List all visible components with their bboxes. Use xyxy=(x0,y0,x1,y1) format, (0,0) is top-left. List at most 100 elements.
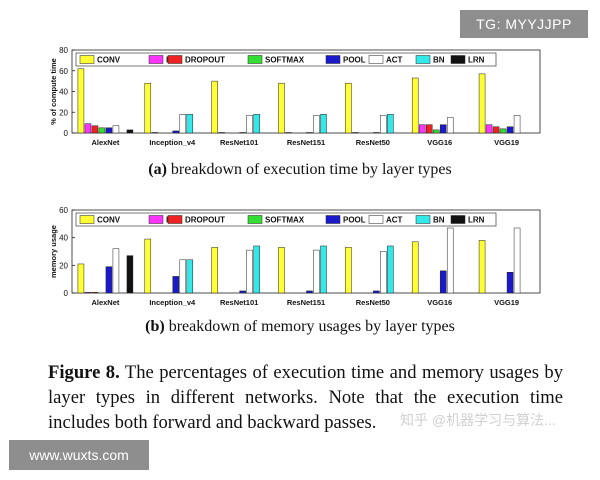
legend-swatch-softmax xyxy=(247,55,263,64)
bar-pool xyxy=(373,290,380,294)
bar-softmax xyxy=(432,129,440,134)
bar-pool xyxy=(506,272,514,294)
chart-a-caption: (a) breakdown of execution time by layer… xyxy=(0,161,600,179)
bar-softmax xyxy=(98,127,106,134)
legend-swatch-bn xyxy=(415,215,431,224)
bar-bn xyxy=(186,259,194,294)
y-tick-label: 20 xyxy=(59,261,68,270)
legend-swatch-conv xyxy=(79,55,95,64)
bar-conv xyxy=(77,263,85,294)
x-category-label: AlexNet xyxy=(91,138,119,147)
bar-bn xyxy=(253,114,260,134)
bar-pool xyxy=(172,130,180,134)
x-category-label: ResNet151 xyxy=(287,298,325,307)
bar-fc xyxy=(84,292,92,294)
bar-pool xyxy=(439,124,447,134)
bar-bn xyxy=(320,114,327,134)
legend-label-lrn: LRN xyxy=(468,216,485,225)
legend-label-dropout: DROPOUT xyxy=(185,216,225,225)
bar-fc xyxy=(151,132,159,134)
bar-softmax xyxy=(499,128,507,134)
bar-act xyxy=(313,115,320,134)
bar-conv xyxy=(411,241,419,294)
bar-conv xyxy=(77,68,85,134)
bar-act xyxy=(380,115,387,134)
y-tick-label: 40 xyxy=(59,88,68,97)
x-category-label: AlexNet xyxy=(91,298,119,307)
bar-conv xyxy=(211,247,218,294)
legend-swatch-pool xyxy=(325,55,341,64)
bar-bn xyxy=(387,114,394,134)
compute-time-chart: 0 20 40 60 80% of compute time AlexNet Incepti… xyxy=(49,46,541,147)
memory-usage-chart: 0 20 40 60 memory usage AlexNet Inception_v4 Re… xyxy=(49,206,541,307)
legend-swatch-act xyxy=(368,215,384,224)
bar-pool xyxy=(306,290,313,294)
figure-caption: Figure 8. The percentages of execution t… xyxy=(48,360,563,435)
bar-pool xyxy=(439,270,447,294)
legend: CONVFCDROPOUTSOFTMAXPOOLACTBNLRN xyxy=(75,212,497,227)
legend-swatch-softmax xyxy=(247,215,263,224)
bar-lrn xyxy=(126,255,134,294)
chart-b-caption: (b) breakdown of memory usages by layer … xyxy=(0,318,600,336)
figure-caption-text: The percentages of execution time and me… xyxy=(48,362,563,433)
legend-label-act: ACT xyxy=(386,56,403,65)
x-category-label: VGG19 xyxy=(494,298,519,307)
bar-pool xyxy=(373,132,380,134)
chart-b-tag: (b) xyxy=(145,318,165,335)
bar-act xyxy=(246,115,253,134)
x-category-label: VGG16 xyxy=(427,138,452,147)
bar-dropout xyxy=(91,125,99,134)
bar-dropout xyxy=(425,124,433,134)
y-tick-label: 60 xyxy=(59,67,68,76)
x-category-label: ResNet101 xyxy=(220,138,258,147)
tg-badge: TG: MYYJJPP xyxy=(460,10,588,38)
bar-act xyxy=(112,248,120,294)
bar-act xyxy=(246,249,253,294)
bar-conv xyxy=(144,238,152,294)
legend-swatch-lrn xyxy=(450,55,466,64)
y-tick-label: 0 xyxy=(64,289,69,298)
bar-act xyxy=(446,227,454,294)
y-tick-label: 60 xyxy=(59,206,68,215)
bar-pool xyxy=(105,266,113,294)
bar-fc xyxy=(285,132,292,134)
bar-pool xyxy=(105,127,113,134)
bar-bn xyxy=(186,114,194,134)
bar-fc xyxy=(485,124,493,134)
chart-a-tag: (a) xyxy=(148,161,167,178)
legend-swatch-bn xyxy=(415,55,431,64)
bar-bn xyxy=(387,245,394,294)
y-tick-label: 20 xyxy=(59,108,68,117)
site-badge: www.wuxts.com xyxy=(9,440,149,470)
bar-act xyxy=(513,227,521,294)
legend-swatch-pool xyxy=(325,215,341,224)
bar-lrn xyxy=(126,129,134,134)
y-tick-label: 80 xyxy=(59,46,68,55)
chart-b-caption-text: breakdown of memory usages by layer type… xyxy=(164,318,455,335)
y-axis-label: % of compute time xyxy=(49,58,58,125)
y-tick-label: 40 xyxy=(59,234,68,243)
legend: CONVFCDROPOUTSOFTMAXPOOLACTBNLRN xyxy=(75,52,497,67)
bar-act xyxy=(313,249,320,294)
legend-swatch-lrn xyxy=(450,215,466,224)
x-category-label: Inception_v4 xyxy=(149,298,196,307)
legend-label-pool: POOL xyxy=(343,216,366,225)
x-category-label: Inception_v4 xyxy=(149,138,196,147)
bar-fc xyxy=(418,124,426,134)
bar-pool xyxy=(239,132,246,134)
bar-pool xyxy=(239,290,246,294)
bar-pool xyxy=(306,132,313,134)
legend-swatch-fc xyxy=(148,55,164,64)
bar-pool xyxy=(172,276,180,294)
legend-swatch-dropout xyxy=(167,55,183,64)
bar-conv xyxy=(478,240,486,294)
bar-conv xyxy=(278,82,285,134)
legend-swatch-act xyxy=(368,55,384,64)
chart-a-caption-text: breakdown of execution time by layer typ… xyxy=(166,161,452,178)
x-category-label: ResNet101 xyxy=(220,298,258,307)
figure-label: Figure 8. xyxy=(48,362,120,383)
y-axis-label: memory usage xyxy=(49,225,58,278)
bar-conv xyxy=(411,77,419,134)
bar-fc xyxy=(84,123,92,134)
legend-swatch-conv xyxy=(79,215,95,224)
